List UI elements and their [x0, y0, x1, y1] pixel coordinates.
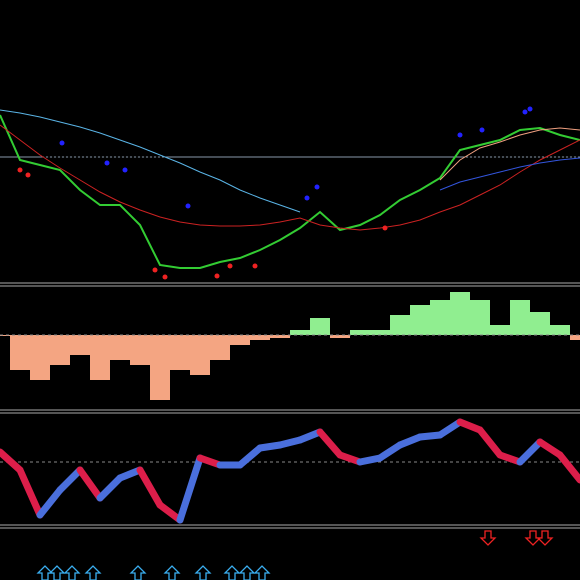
bar: [450, 292, 470, 335]
bar: [110, 335, 130, 360]
oscillator-segment: [436, 418, 464, 439]
bar: [310, 318, 330, 335]
signal-dots: [17, 106, 533, 280]
oscillator-segment: [156, 501, 184, 524]
bar: [470, 300, 490, 335]
bar: [30, 335, 50, 380]
bar: [210, 335, 230, 360]
bar: [10, 335, 30, 370]
bar: [130, 335, 150, 365]
bar: [370, 330, 390, 335]
bar: [190, 335, 210, 375]
oscillator-segment: [476, 426, 504, 459]
bar: [170, 335, 190, 370]
oscillator-segment: [396, 433, 424, 449]
oscillator-segment: [296, 428, 324, 444]
bar: [150, 335, 170, 400]
oscillator-segment: [316, 428, 344, 459]
oscillator-segment: [36, 486, 64, 519]
bar: [570, 335, 580, 340]
bar: [510, 300, 530, 335]
bar: [0, 335, 10, 336]
bar: [350, 330, 370, 335]
band: [0, 110, 300, 226]
oscillator-segment: [176, 454, 204, 524]
series-line: [439, 127, 580, 181]
oscillator-segment: [116, 466, 144, 482]
bar: [70, 335, 90, 355]
oscillator-segment: [56, 466, 84, 494]
bar: [290, 330, 310, 335]
bar: [250, 335, 270, 340]
oscillator-segment: [196, 454, 224, 469]
oscillator-segment: [376, 441, 404, 462]
series-line: [439, 157, 580, 191]
oscillator-segment: [456, 418, 484, 434]
oscillator-segment: [556, 451, 580, 484]
bar: [270, 335, 290, 338]
oscillator-segment: [536, 438, 564, 459]
bar: [530, 312, 550, 335]
oscillator-segment: [236, 444, 264, 469]
sell-arrows: [479, 530, 554, 546]
bar: [90, 335, 110, 380]
bar: [430, 300, 450, 335]
series-line: [0, 114, 580, 269]
bar: [50, 335, 70, 365]
bar: [550, 325, 570, 335]
oscillator-segment: [0, 448, 24, 474]
oscillator-segment: [16, 466, 44, 519]
oscillator-segment: [76, 466, 104, 502]
oscillator-segment: [516, 438, 544, 466]
bar: [490, 325, 510, 335]
bar: [410, 305, 430, 335]
oscillator-segment: [96, 474, 124, 502]
series-line: [0, 124, 580, 231]
oscillator-segment: [336, 451, 364, 466]
oscillator-segment: [496, 451, 524, 466]
band: [440, 128, 580, 190]
series-line: [0, 109, 301, 213]
bar: [230, 335, 250, 345]
oscillator-segment: [136, 466, 164, 509]
bar: [390, 315, 410, 335]
buy-arrows: [36, 565, 271, 580]
bar: [330, 335, 350, 338]
